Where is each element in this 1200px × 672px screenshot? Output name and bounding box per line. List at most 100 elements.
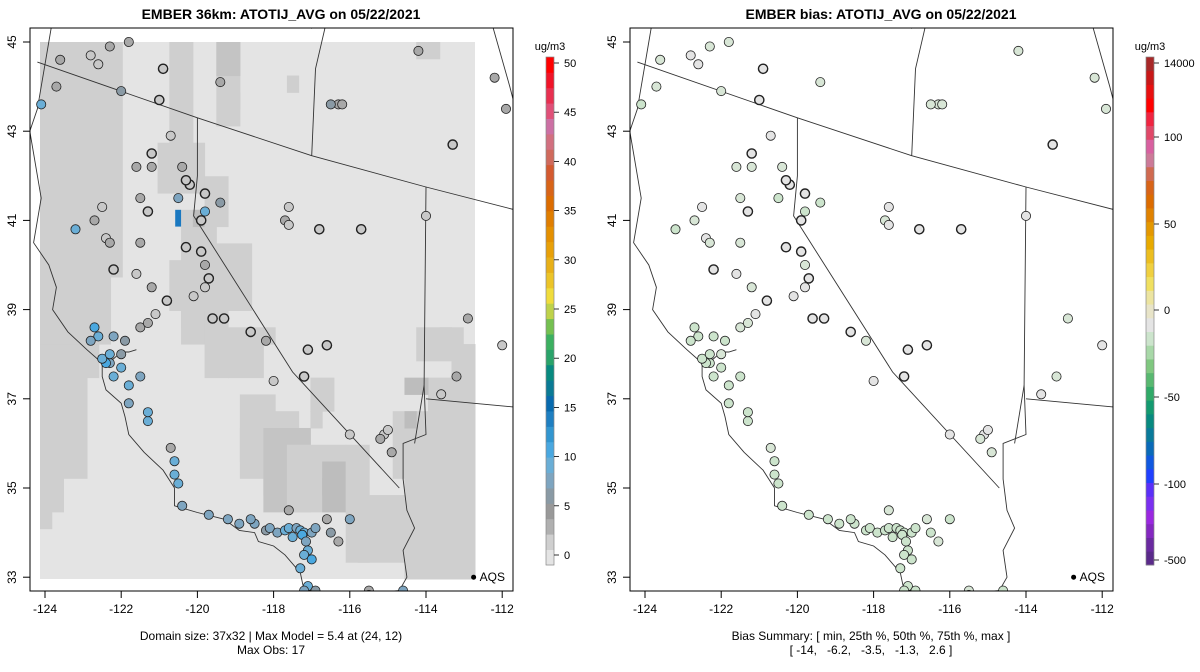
x-axis-tick-label: -112 (1091, 602, 1114, 616)
colorbar-segment (1146, 139, 1154, 154)
model-grid-cell (322, 478, 347, 513)
bias-station-point (944, 429, 955, 440)
obs-station-point (135, 237, 146, 248)
obs-station-point (321, 339, 333, 351)
bias-station-point (765, 130, 776, 141)
obs-station-point (283, 219, 294, 230)
colorbar-tick-label: 15 (564, 402, 576, 414)
bias-station-point (769, 469, 780, 480)
model-grid-cell (416, 42, 441, 60)
bias-station-point (754, 94, 765, 106)
obs-station-point (375, 433, 386, 444)
bias-station-point (670, 224, 681, 235)
bias-station-point (704, 349, 715, 360)
y-axis-tick-label: 41 (5, 213, 19, 227)
bias-station-point (937, 99, 948, 110)
obs-station-point (283, 201, 294, 212)
bias-station-point (735, 237, 746, 248)
colorbar-unit-label: ug/m3 (535, 41, 566, 53)
bias-station-point (742, 317, 753, 328)
y-axis-tick-label: 33 (5, 570, 19, 584)
y-axis-tick-label: 45 (5, 35, 19, 49)
obs-station-point (142, 317, 153, 328)
colorbar-segment (1146, 208, 1154, 223)
bias-station-point (803, 273, 815, 284)
obs-station-point (321, 514, 332, 525)
bias-station-point (697, 353, 708, 364)
bias-station-point (720, 335, 731, 346)
obs-station-point (36, 99, 47, 110)
colorbar-segment (546, 210, 554, 227)
x-axis-tick-label: -116 (338, 602, 361, 616)
obs-station-point (104, 349, 115, 360)
bias-station-point (982, 424, 993, 435)
right-caption-line1: Bias Summary: [ min, 25th %, 50th %, 75t… (731, 629, 1011, 643)
y-axis-tick-label: 41 (605, 213, 619, 227)
colorbar-segment (1146, 441, 1154, 456)
bias-station-point (965, 590, 972, 591)
colorbar-segment (546, 426, 554, 443)
model-grid-cell (427, 377, 476, 412)
y-axis-tick-label: 43 (605, 124, 619, 138)
colorbar-segment (546, 488, 554, 504)
aqs-legend-marker (471, 574, 477, 580)
obs-station-point (135, 322, 146, 333)
colorbar-tick-label: 14000 (1164, 58, 1195, 70)
colorbar-tick-label: -50 (1164, 392, 1180, 404)
bias-station-point (1101, 103, 1112, 114)
obs-station-point (413, 45, 424, 56)
colorbar-segment (546, 334, 554, 350)
bias-station-point (921, 514, 932, 525)
colorbar-segment (1146, 359, 1154, 374)
bias-station-point (735, 193, 746, 204)
y-axis-tick-label: 37 (605, 392, 619, 406)
bias-station-point (861, 335, 872, 346)
y-axis-tick-label: 43 (5, 124, 19, 138)
obs-station-point (89, 322, 100, 333)
colorbar-segment (1146, 551, 1154, 566)
colorbar-segment (546, 57, 554, 73)
obs-station-point (447, 139, 459, 150)
obs-station-point (165, 442, 176, 453)
y-axis-tick-label: 39 (5, 303, 19, 317)
bias-station-point (689, 322, 700, 333)
bias-station-point (704, 237, 715, 248)
bias-station-point (800, 282, 811, 293)
model-grid-cell (216, 42, 241, 77)
colorbar-segment (1146, 166, 1154, 181)
bias-station-point (799, 188, 811, 199)
bias-station-point (704, 41, 715, 52)
model-grid-cell (416, 327, 452, 362)
bias-station-point (723, 37, 734, 48)
colorbar-segment (1146, 400, 1154, 415)
colorbar-segment (1146, 262, 1154, 278)
colorbar-segment (546, 457, 554, 474)
y-axis-tick-label: 39 (605, 303, 619, 317)
bias-station-point (883, 201, 894, 212)
obs-station-point (245, 326, 256, 338)
colorbar-segment (1146, 317, 1154, 332)
bias-station-point (757, 63, 769, 75)
bias-station-point (685, 335, 696, 346)
bias-station-point (944, 514, 955, 525)
bias-station-point (807, 313, 818, 324)
obs-station-point (325, 527, 336, 538)
bias-station-point (864, 523, 875, 534)
bias-station-point (898, 371, 910, 382)
state-boundary (987, 590, 1000, 591)
colorbar-tick-label: 0 (564, 550, 570, 562)
colorbar-unit-label: ug/m3 (1135, 41, 1166, 53)
colorbar-segment (1146, 194, 1154, 209)
model-grid-cell (286, 75, 300, 93)
colorbar-segment (546, 503, 554, 520)
model-grid-cell-max (175, 209, 182, 227)
state-boundary (492, 28, 513, 101)
colorbar-segment (546, 518, 554, 535)
bias-station-point (716, 349, 727, 360)
bias-station-point (693, 331, 704, 342)
bias-station-point (845, 326, 857, 338)
obs-station-point (116, 86, 127, 97)
aqs-legend-label: AQS (1080, 570, 1105, 584)
colorbar-tick-label: 50 (1164, 219, 1176, 231)
obs-station-point (344, 429, 355, 440)
